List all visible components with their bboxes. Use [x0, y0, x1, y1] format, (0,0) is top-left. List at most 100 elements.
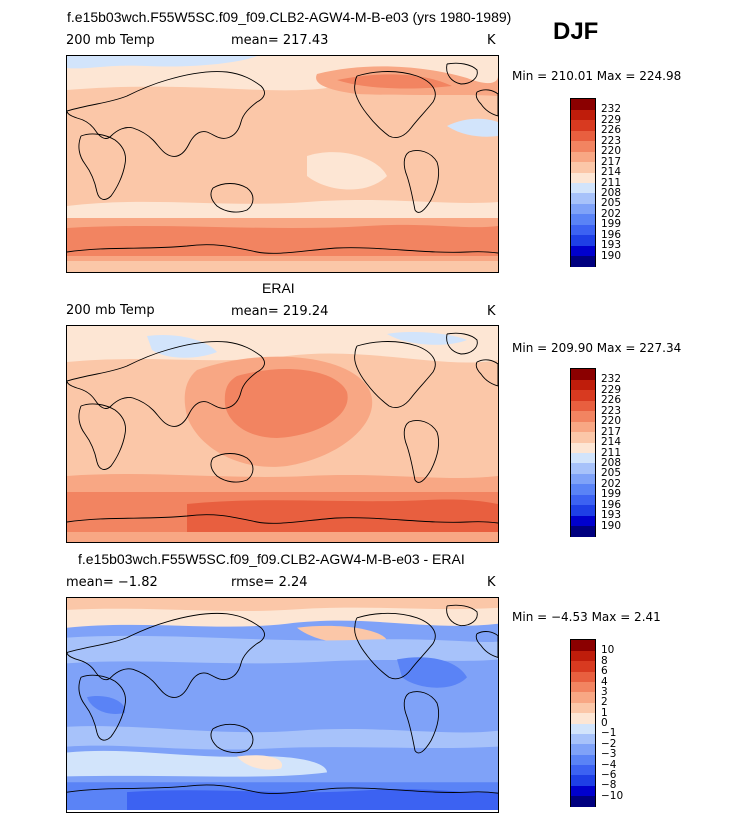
colorbar-swatch	[571, 182, 595, 194]
colorbar-tick-label: 199	[601, 218, 622, 231]
colorbar-swatch	[571, 462, 595, 474]
colorbar-swatch	[571, 795, 595, 807]
coastline	[446, 604, 478, 627]
panel-3-units-label: K	[487, 575, 496, 590]
colorbar-tick-label: 208	[601, 456, 622, 469]
coastline	[210, 183, 254, 213]
colorbar-swatch	[571, 452, 595, 464]
colorbar-tick-label: −3	[601, 748, 617, 761]
colorbar-tick-label: 214	[601, 166, 622, 179]
colorbar-swatch	[571, 681, 595, 693]
colorbar-tick-label: 232	[601, 103, 622, 116]
colorbar-tick-label: 193	[601, 509, 622, 522]
panel-1-title: f.e15b03wch.F55W5SC.f09_f09.CLB2-AGW4-M-…	[67, 9, 512, 25]
contour-band	[297, 625, 387, 645]
coastline	[475, 89, 498, 117]
season-label: DJF	[553, 18, 599, 45]
colorbar-tick-label: −6	[601, 768, 617, 781]
panel-1-minmax: Min = 210.01 Max = 224.98	[512, 69, 682, 83]
colorbar-tick-label: 205	[601, 467, 622, 480]
colorbar-tick-label: 217	[601, 425, 622, 438]
panel-1-colorbar: 190 193 196 199 202 205 208 211 214 217 220 223 226 2…	[570, 98, 621, 267]
colorbar-tick-label: 211	[601, 446, 622, 459]
panel-3-title: f.e15b03wch.F55W5SC.f09_f09.CLB2-AGW4-M-…	[78, 551, 465, 567]
colorbar-swatch	[571, 192, 595, 204]
panel-3-rmse-label: rmse= 2.24	[231, 575, 308, 590]
contour-band	[67, 532, 498, 542]
colorbar-tick-label: 193	[601, 239, 622, 252]
colorbar-swatch	[571, 119, 595, 131]
colorbar-tick-label: 10	[601, 644, 615, 657]
colorbar-swatch	[571, 494, 595, 506]
contour-band	[237, 755, 283, 770]
coastline	[210, 723, 254, 754]
colorbar-swatch	[571, 99, 595, 110]
colorbar-swatch	[571, 151, 595, 163]
colorbar-tick-label: −8	[601, 779, 617, 792]
contour-band	[67, 261, 498, 272]
panel-3-map	[66, 597, 499, 813]
colorbar-tick-label: 226	[601, 394, 622, 407]
colorbar-swatch	[571, 483, 595, 495]
contour-band	[87, 696, 126, 714]
panel-3-mean-label: mean= −1.82	[66, 575, 158, 590]
colorbar-tick-label: 4	[601, 675, 608, 688]
colorbar-swatch	[571, 473, 595, 485]
colorbar-tick-label: 232	[601, 373, 622, 386]
colorbar-swatch	[571, 255, 595, 267]
coastline	[78, 403, 126, 470]
colorbar-swatch	[571, 743, 595, 755]
colorbar-swatch	[571, 691, 595, 703]
coastline	[354, 612, 436, 680]
coastline	[210, 453, 254, 483]
coastline	[475, 631, 498, 658]
colorbar-tick-label: 226	[601, 124, 622, 137]
panel-1-units-label: K	[487, 33, 496, 48]
colorbar-tick-label: 229	[601, 383, 622, 396]
colorbar-tick-label: 220	[601, 145, 622, 158]
colorbar-swatch	[571, 379, 595, 391]
panel-3-colorbar: −10 −8 −6 −4 −3 −2 −1 0 1 2 3 4 6 8 10	[570, 639, 623, 807]
colorbar-swatch	[571, 712, 595, 724]
colorbar-tick-label: 217	[601, 155, 622, 168]
colorbar-swatch	[571, 515, 595, 527]
colorbar-swatch	[571, 702, 595, 714]
contour-band	[127, 789, 498, 811]
contour-band	[67, 598, 498, 612]
colorbar-swatch	[571, 172, 595, 183]
colorbar-swatch	[571, 130, 595, 142]
colorbar-tick-label: 202	[601, 477, 622, 490]
colorbar-tick-label: 205	[601, 197, 622, 210]
colorbar-swatch	[571, 109, 595, 121]
colorbar-swatch	[571, 774, 595, 786]
coastline	[446, 62, 478, 85]
colorbar-swatch	[571, 764, 595, 776]
colorbar-swatch	[571, 369, 595, 380]
colorbar-tick-label: −1	[601, 727, 617, 740]
coastline	[475, 359, 498, 387]
coastline	[67, 514, 498, 524]
colorbar-swatch	[571, 213, 595, 225]
colorbar-swatch	[571, 671, 595, 682]
colorbar-swatch	[571, 525, 595, 537]
panel-2-colorbar: 190 193 196 199 202 205 208 211 214 217 220 223 226 2…	[570, 368, 621, 537]
colorbar-tick-label: 220	[601, 415, 622, 428]
colorbar-swatch	[571, 140, 595, 152]
colorbar-swatch	[571, 733, 595, 745]
colorbar-tick-label: 2	[601, 696, 608, 709]
panel-1-mean-label: mean= 217.43	[231, 33, 329, 48]
contour-band	[337, 74, 452, 89]
colorbar-swatch	[571, 389, 595, 401]
colorbar-tick-label: 3	[601, 685, 608, 698]
colorbar-swatch	[571, 640, 595, 651]
colorbar-swatch	[571, 504, 595, 516]
colorbar-swatch	[571, 224, 595, 236]
colorbar-swatch	[571, 785, 595, 797]
panel-1-map	[66, 55, 499, 273]
colorbar-swatch	[571, 400, 595, 412]
panel-2-minmax: Min = 209.90 Max = 227.34	[512, 341, 682, 355]
contour-band	[67, 224, 498, 256]
colorbar-tick-label: 208	[601, 186, 622, 199]
colorbar-swatch	[571, 431, 595, 443]
colorbar-tick-label: 196	[601, 498, 622, 511]
